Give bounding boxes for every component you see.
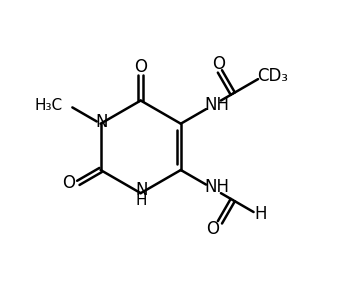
Text: H: H [254,205,267,223]
Text: N: N [95,113,107,131]
Text: H₃C: H₃C [35,98,63,113]
Text: CD₃: CD₃ [257,67,288,85]
Text: O: O [62,174,75,192]
Text: H: H [136,193,147,208]
Text: N: N [135,181,148,199]
Text: O: O [212,55,225,73]
Text: NH: NH [204,178,230,196]
Text: O: O [206,220,219,238]
Text: O: O [134,58,147,76]
Text: NH: NH [204,96,230,114]
